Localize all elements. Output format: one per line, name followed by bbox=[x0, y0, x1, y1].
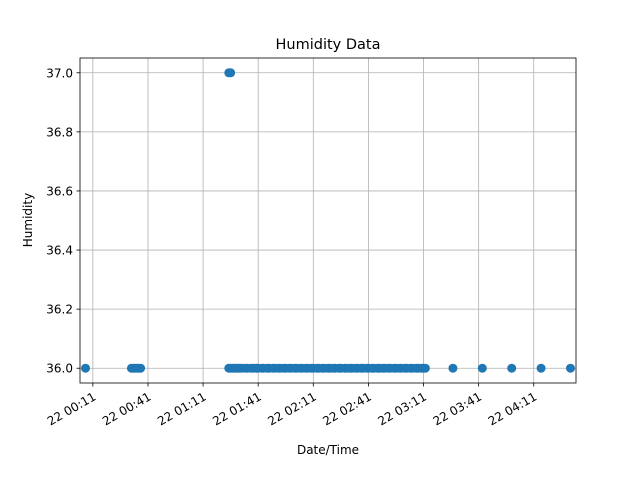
data-point bbox=[226, 68, 236, 78]
data-point bbox=[477, 363, 487, 373]
data-point bbox=[136, 363, 146, 373]
grid bbox=[80, 58, 576, 383]
data-point bbox=[507, 363, 517, 373]
data-point bbox=[420, 363, 430, 373]
data-points bbox=[81, 68, 575, 373]
data-point bbox=[448, 363, 458, 373]
data-point bbox=[81, 363, 91, 373]
plot-frame bbox=[79, 57, 577, 384]
y-tick-label: 37.0 bbox=[46, 66, 73, 80]
x-axis-label: Date/Time bbox=[297, 443, 359, 457]
y-tick-label: 36.2 bbox=[46, 303, 73, 317]
data-point bbox=[565, 363, 575, 373]
y-tick-label: 36.4 bbox=[46, 244, 73, 258]
y-tick-label: 36.6 bbox=[46, 184, 73, 198]
y-axis-label: Humidity bbox=[21, 193, 35, 247]
data-point bbox=[536, 363, 546, 373]
chart-title: Humidity Data bbox=[276, 37, 381, 53]
y-axis-ticks: 36.0 36.2 36.4 36.6 36.8 37.0 bbox=[46, 66, 80, 376]
y-tick-label: 36.0 bbox=[46, 362, 73, 376]
y-tick-label: 36.8 bbox=[46, 125, 73, 139]
